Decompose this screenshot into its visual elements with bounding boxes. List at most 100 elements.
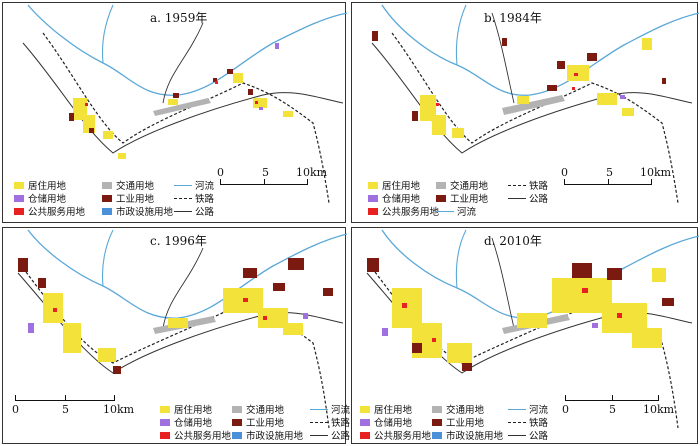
scale-label-10km: 10km bbox=[296, 166, 328, 179]
legend-item-residential: 居住用地 bbox=[368, 178, 420, 192]
panel-title: c. 1996年 bbox=[150, 234, 207, 248]
scale-bar-1984: 0 5 10km bbox=[561, 166, 674, 194]
scale-tick bbox=[658, 395, 659, 400]
legend-item-industrial: 工业用地 bbox=[232, 415, 284, 429]
river-symbol bbox=[436, 208, 454, 215]
legend-item-transport: 交通用地 bbox=[232, 402, 284, 416]
river-symbol bbox=[174, 182, 192, 189]
railway bbox=[391, 32, 679, 204]
industrial-swatch bbox=[436, 194, 446, 202]
road bbox=[491, 12, 515, 104]
map-1959 bbox=[22, 4, 347, 204]
industrial-swatch bbox=[102, 194, 112, 202]
road-symbol bbox=[508, 195, 526, 202]
scale-tick bbox=[608, 179, 609, 184]
river bbox=[101, 4, 114, 64]
scale-line bbox=[15, 400, 115, 401]
legend-item-industrial: 工业用地 bbox=[102, 191, 154, 205]
industrial-land bbox=[18, 258, 333, 374]
railway-symbol bbox=[508, 419, 526, 426]
river bbox=[455, 4, 467, 66]
map-2010 bbox=[366, 229, 699, 429]
scale-label-5: 5 bbox=[262, 166, 269, 179]
storage-swatch bbox=[360, 418, 370, 426]
scale-label-5: 5 bbox=[62, 403, 69, 416]
scale-tick bbox=[65, 395, 66, 400]
scale-line bbox=[220, 184, 308, 185]
legend-item-industrial: 工业用地 bbox=[432, 415, 484, 429]
scale-bar-1996: 0 5 10km bbox=[12, 395, 140, 429]
public-service-land bbox=[85, 81, 258, 106]
transport-swatch bbox=[232, 405, 242, 413]
municipal-swatch bbox=[232, 431, 242, 439]
legend-item-storage: 仓储用地 bbox=[14, 191, 66, 205]
legend-item-transport: 交通用地 bbox=[436, 178, 488, 192]
legend-item-residential: 居住用地 bbox=[360, 402, 412, 416]
residential-swatch bbox=[368, 181, 378, 189]
transport-swatch bbox=[436, 181, 446, 189]
river-symbol bbox=[310, 406, 328, 413]
scale-label-10km: 10km bbox=[103, 403, 135, 416]
legend-item-road: 公路 bbox=[310, 428, 350, 442]
map-panel-1984: b. 1984年 bbox=[351, 2, 699, 223]
scale-label-5: 5 bbox=[606, 166, 613, 179]
legend-item-transport: 交通用地 bbox=[102, 178, 154, 192]
panel-title: a. 1959年 bbox=[150, 11, 208, 25]
panel-title: b. 1984年 bbox=[484, 11, 542, 25]
map-panel-1996: c. 1996年 bbox=[2, 227, 347, 444]
scale-label-5: 5 bbox=[609, 403, 616, 416]
scale-tick bbox=[114, 395, 115, 400]
scale-bar-1959: 0 5 10km bbox=[217, 166, 330, 194]
legend-item-railway: 铁路 bbox=[310, 415, 350, 429]
road bbox=[371, 42, 693, 154]
road-symbol bbox=[174, 208, 192, 215]
road bbox=[162, 247, 204, 329]
industrial-swatch bbox=[432, 418, 442, 426]
legend-item-river: 河流 bbox=[310, 402, 350, 416]
legend-item-railway: 铁路 bbox=[508, 178, 548, 192]
road-symbol bbox=[508, 432, 526, 439]
legend-item-industrial: 工业用地 bbox=[436, 191, 488, 205]
transport-land bbox=[153, 98, 211, 116]
legend-item-storage: 仓储用地 bbox=[360, 415, 412, 429]
legend-item-railway: 铁路 bbox=[508, 415, 548, 429]
legend-item-river: 河流 bbox=[436, 204, 476, 218]
railway-symbol bbox=[310, 419, 328, 426]
scale-bar-2010: 0 5 10km bbox=[562, 395, 685, 429]
scale-line bbox=[564, 184, 652, 185]
scale-tick bbox=[612, 395, 613, 400]
storage-land bbox=[620, 95, 625, 99]
legend-item-river: 河流 bbox=[174, 178, 214, 192]
legend-item-public-service: 公共服务用地 bbox=[368, 204, 439, 218]
panel-title: d. 2010年 bbox=[484, 234, 542, 248]
public-service-swatch bbox=[160, 431, 170, 439]
legend-item-railway: 铁路 bbox=[174, 191, 214, 205]
residential-land bbox=[420, 38, 652, 138]
municipal-swatch bbox=[102, 207, 112, 215]
residential-swatch bbox=[160, 405, 170, 413]
road bbox=[162, 22, 204, 104]
legend-item-river: 河流 bbox=[508, 402, 548, 416]
legend-item-storage: 仓储用地 bbox=[160, 415, 212, 429]
legend-item-road: 公路 bbox=[174, 204, 214, 218]
road bbox=[491, 237, 515, 329]
map-panel-1959: a. 1959年 bbox=[2, 2, 347, 223]
scale-tick bbox=[564, 179, 565, 184]
scale-label-0: 0 bbox=[12, 403, 19, 416]
storage-swatch bbox=[160, 418, 170, 426]
municipal-swatch bbox=[432, 431, 442, 439]
legend-item-municipal: 市政设施用地 bbox=[232, 428, 303, 442]
scale-tick bbox=[565, 395, 566, 400]
legend-item-residential: 居住用地 bbox=[160, 402, 212, 416]
legend-item-public-service: 公共服务用地 bbox=[14, 204, 85, 218]
storage-land bbox=[28, 313, 308, 333]
public-service-swatch bbox=[368, 207, 378, 215]
scale-label-0: 0 bbox=[217, 166, 224, 179]
scale-label-0: 0 bbox=[561, 166, 568, 179]
river-symbol bbox=[508, 406, 526, 413]
industrial-swatch bbox=[232, 418, 242, 426]
scale-line bbox=[565, 400, 659, 401]
scale-label-0: 0 bbox=[562, 403, 569, 416]
industrial-land bbox=[69, 69, 253, 133]
railway bbox=[42, 32, 330, 204]
